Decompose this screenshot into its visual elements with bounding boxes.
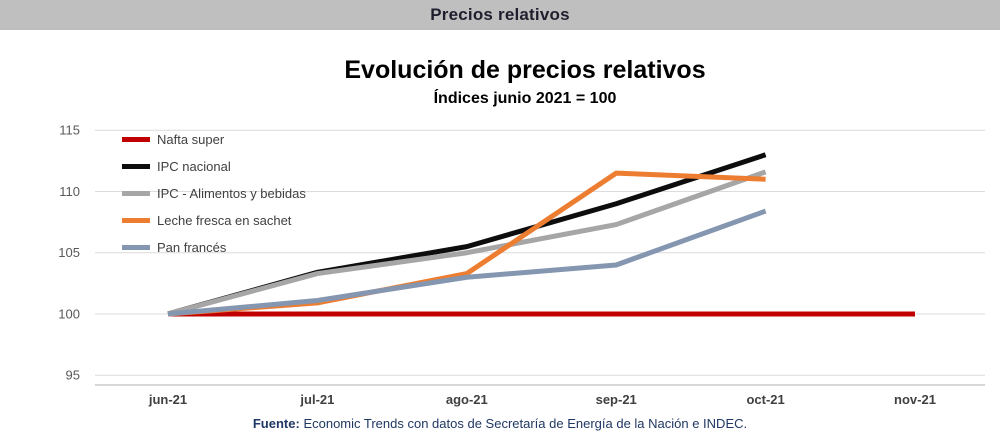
x-tick-label: nov-21 — [894, 392, 936, 407]
legend-swatch — [122, 137, 150, 142]
legend-swatch — [122, 164, 150, 169]
x-tick-label: jul-21 — [299, 392, 334, 407]
chart-svg: 95 100 105 110 115 jun-21 jul-21 ago-21 sep-21 oc… — [58, 123, 985, 407]
y-tick-label: 110 — [59, 184, 80, 199]
legend-swatch — [122, 218, 150, 223]
legend-swatch — [122, 191, 150, 196]
legend-item: Nafta super — [122, 126, 306, 153]
x-tick-label: sep-21 — [596, 392, 637, 407]
x-tick-label: oct-21 — [746, 392, 784, 407]
legend-item: IPC nacional — [122, 153, 306, 180]
legend-swatch — [122, 245, 150, 250]
y-tick-label: 105 — [58, 245, 80, 260]
source-label: Fuente: — [252, 416, 300, 431]
legend-item: Pan francés — [122, 234, 306, 261]
chart-title: Evolución de precios relativos — [344, 56, 706, 84]
x-tick-label: jun-21 — [148, 392, 187, 407]
x-tick-label: ago-21 — [446, 392, 488, 407]
source-note: Fuente: Economic Trends con datos de Sec… — [0, 416, 1000, 431]
header-bar: Precios relativos — [0, 0, 1000, 30]
legend-label: Nafta super — [157, 132, 225, 147]
legend-label: IPC nacional — [157, 159, 231, 174]
legend-label: Pan francés — [157, 240, 227, 255]
y-tick-label: 95 — [66, 368, 80, 383]
legend-label: Leche fresca en sachet — [157, 213, 292, 228]
legend-item: Leche fresca en sachet — [122, 207, 306, 234]
legend-label: IPC - Alimentos y bebidas — [157, 186, 306, 201]
legend-item: IPC - Alimentos y bebidas — [122, 180, 306, 207]
series-line-ipc-alimentos-y-bebidas — [167, 169, 767, 317]
chart-subtitle: Índices junio 2021 = 100 — [433, 90, 617, 107]
y-tick-label: 100 — [58, 306, 80, 321]
source-text: Economic Trends con datos de Secretaría … — [303, 416, 748, 431]
chart-legend: Nafta super IPC nacional IPC - Alimentos y… — [122, 126, 306, 261]
y-tick-label: 115 — [59, 123, 80, 138]
header-title: Precios relativos — [430, 5, 570, 24]
series-line-pan-frances — [167, 208, 767, 317]
